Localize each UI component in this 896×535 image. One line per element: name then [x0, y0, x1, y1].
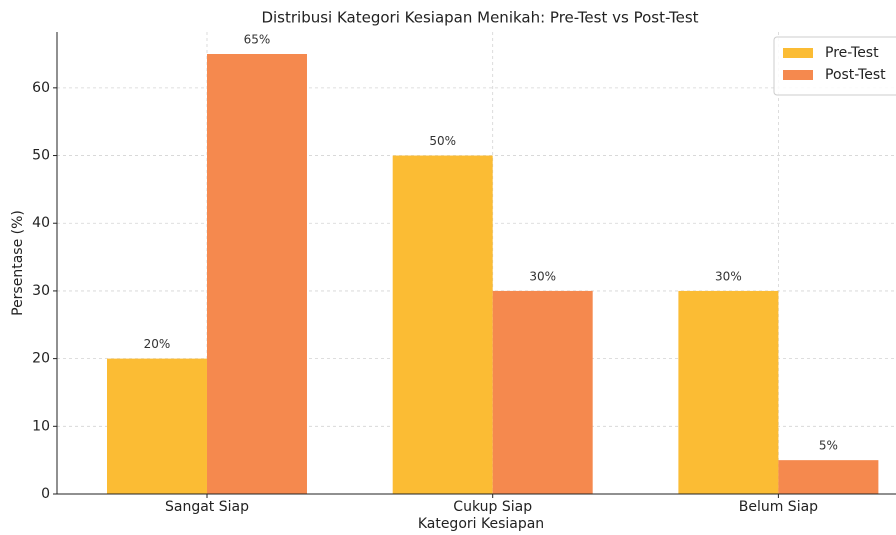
chart-title: Distribusi Kategori Kesiapan Menikah: Pr…: [261, 9, 698, 27]
bar: [206, 54, 307, 494]
value-label: 5%: [819, 439, 838, 453]
bar: [492, 290, 593, 494]
y-tick-label: 10: [32, 418, 50, 434]
value-label: 30%: [529, 269, 556, 283]
legend-label: Pre-Test: [825, 45, 879, 61]
bar: [678, 290, 779, 494]
y-tick-label: 60: [32, 80, 50, 96]
x-tick-label: Belum Siap: [739, 499, 818, 515]
legend-swatch: [783, 48, 813, 58]
bar: [106, 358, 207, 494]
value-label: 20%: [144, 337, 171, 351]
x-axis-label: Kategori Kesiapan: [418, 516, 544, 532]
bar: [778, 460, 879, 494]
value-label: 50%: [429, 134, 456, 148]
y-tick-label: 50: [32, 148, 50, 164]
x-tick-label: Sangat Siap: [165, 499, 249, 515]
y-tick-label: 20: [32, 351, 50, 367]
y-tick-label: 0: [41, 486, 50, 502]
legend-swatch: [783, 70, 813, 80]
y-axis-label: Persentase (%): [10, 210, 26, 316]
value-label: 30%: [715, 269, 742, 283]
x-tick-label: Cukup Siap: [453, 499, 532, 515]
value-label: 65%: [244, 33, 271, 47]
bar: [392, 155, 493, 495]
y-tick-label: 40: [32, 215, 50, 231]
y-tick-label: 30: [32, 283, 50, 299]
legend-label: Post-Test: [825, 67, 886, 83]
